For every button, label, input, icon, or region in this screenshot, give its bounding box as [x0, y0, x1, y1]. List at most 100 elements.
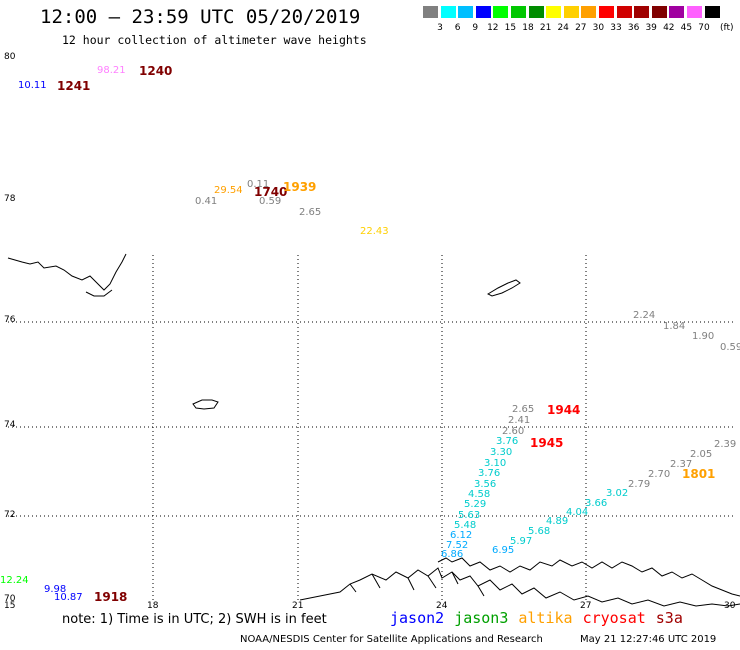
wave-height-value: 3.02	[606, 488, 629, 499]
x-tick-label: 27	[580, 601, 592, 611]
wave-height-value: 2.24	[633, 310, 656, 321]
legend-label: 45	[680, 23, 693, 33]
satellite-name: jason2	[390, 609, 445, 627]
map-title: 12:00 – 23:59 UTC 05/20/2019	[40, 6, 361, 28]
wave-height-value: 1.90	[692, 331, 715, 342]
x-tick-label: 18	[147, 601, 159, 611]
wave-height-value: 3.76	[496, 436, 519, 447]
legend-swatch	[615, 5, 633, 19]
legend-label: 3	[437, 23, 443, 33]
legend-swatch	[633, 5, 651, 19]
legend-label: 6	[454, 23, 461, 33]
legend-label: 42	[663, 23, 675, 33]
wave-height-value: 0.11	[247, 179, 270, 190]
legend-label: 39	[645, 23, 657, 33]
islet-a	[486, 279, 521, 297]
satellite-name: jason3	[454, 609, 509, 627]
coastline	[7, 253, 740, 607]
pass-time-label: 1918	[94, 590, 128, 604]
wave-height-value: 2.05	[690, 449, 713, 460]
norway-coast	[437, 557, 740, 597]
wave-height-value: 6.12	[450, 530, 473, 541]
wave-height-value: 5.48	[454, 520, 477, 531]
y-tick-label: 70	[4, 594, 16, 604]
legend-label: 30	[592, 23, 605, 33]
legend-label: 36	[627, 23, 640, 33]
wave-height-value: 98.21	[97, 65, 126, 76]
wave-height-value: 4.58	[468, 489, 491, 500]
wave-height-value: 2.79	[628, 479, 651, 490]
wave-height-value: 3.30	[490, 447, 513, 458]
wave-height-value: 4.04	[566, 507, 589, 518]
wave-height-value: 3.56	[474, 479, 497, 490]
wave-height-value: 3.66	[585, 498, 608, 509]
wave-height-value: 22.43	[360, 226, 389, 237]
wave-height-value: 2.65	[299, 207, 322, 218]
y-tick-label: 80	[4, 52, 16, 62]
wave-height-value: 2.37	[670, 459, 693, 470]
legend-swatch	[527, 5, 545, 19]
bear-island	[192, 399, 219, 410]
legend-label: 15	[504, 23, 517, 33]
pass-time-label: 1241	[57, 79, 91, 93]
legend-swatch	[580, 5, 598, 19]
norway-coast-inner	[299, 567, 740, 607]
legend-swatch	[562, 5, 580, 19]
wave-height-value: 10.11	[18, 80, 47, 91]
y-tick-label: 74	[4, 420, 16, 430]
x-tick-label: 30	[724, 601, 736, 611]
legend-unit: (ft)	[720, 23, 734, 33]
pass-time-label: 1944	[547, 403, 581, 417]
lat-lon-grid	[8, 255, 735, 600]
legend-swatch	[474, 5, 492, 19]
legend-swatch	[510, 5, 527, 19]
wave-height-value: 4.89	[546, 516, 569, 527]
generated-timestamp: May 21 12:27:46 UTC 2019	[580, 634, 717, 645]
legend-swatch	[422, 5, 439, 19]
y-tick-label: 78	[4, 194, 16, 204]
x-tick-label: 24	[436, 601, 448, 611]
wave-height-value: 0.41	[195, 196, 218, 207]
legend-swatch	[668, 5, 686, 19]
footer-note: note: 1) Time is in UTC; 2) SWH is in fe…	[62, 612, 327, 627]
legend-label: 9	[472, 23, 479, 33]
pass-time-label: 1740	[254, 185, 288, 199]
legend-label: 24	[557, 23, 569, 33]
legend-swatch	[545, 5, 563, 19]
wave-height-value: 7.52	[446, 540, 469, 551]
fjord-a	[349, 571, 485, 597]
y-tick-label: 76	[4, 315, 16, 325]
satellite-legend: jason2 jason3 altika cryosat s3a	[390, 609, 693, 627]
pass-time-label: 1945	[530, 436, 564, 450]
legend-label: 18	[522, 23, 534, 33]
wave-height-value: 9.98	[44, 584, 67, 595]
wave-height-value: 2.70	[648, 469, 671, 480]
wave-height-value: 6.86	[441, 549, 464, 560]
map-subtitle: 12 hour collection of altimeter wave hei…	[62, 33, 367, 47]
wave-height-value: 5.63	[458, 510, 481, 521]
legend-swatch	[457, 5, 475, 19]
wave-height-value: 12.24	[0, 575, 29, 586]
wave-height-value: 3.76	[478, 468, 501, 479]
wave-height-value: 5.29	[464, 499, 487, 510]
credit-line: NOAA/NESDIS Center for Satellite Applica…	[240, 634, 543, 645]
wave-height-value: 0.59	[720, 342, 740, 353]
wave-height-value: 10.87	[54, 592, 83, 603]
pass-time-label: 1801	[682, 467, 716, 481]
wave-height-value: 0.59	[259, 196, 282, 207]
wave-height-value: 2.65	[512, 404, 535, 415]
legend-swatch	[686, 5, 703, 19]
satellite-name: s3a	[655, 609, 683, 627]
wave-height-value: 5.68	[528, 526, 551, 537]
wave-height-value: 5.97	[510, 536, 533, 547]
legend-swatch	[703, 5, 721, 19]
legend-swatch	[492, 5, 510, 19]
satellite-name: altika	[518, 609, 573, 627]
legend-label: 33	[610, 23, 622, 33]
x-tick-label: 15	[4, 601, 16, 611]
legend-label: 70	[698, 23, 710, 33]
greenland-coast	[7, 253, 127, 297]
satellite-name: cryosat	[582, 609, 646, 627]
legend-label: 21	[539, 23, 552, 33]
